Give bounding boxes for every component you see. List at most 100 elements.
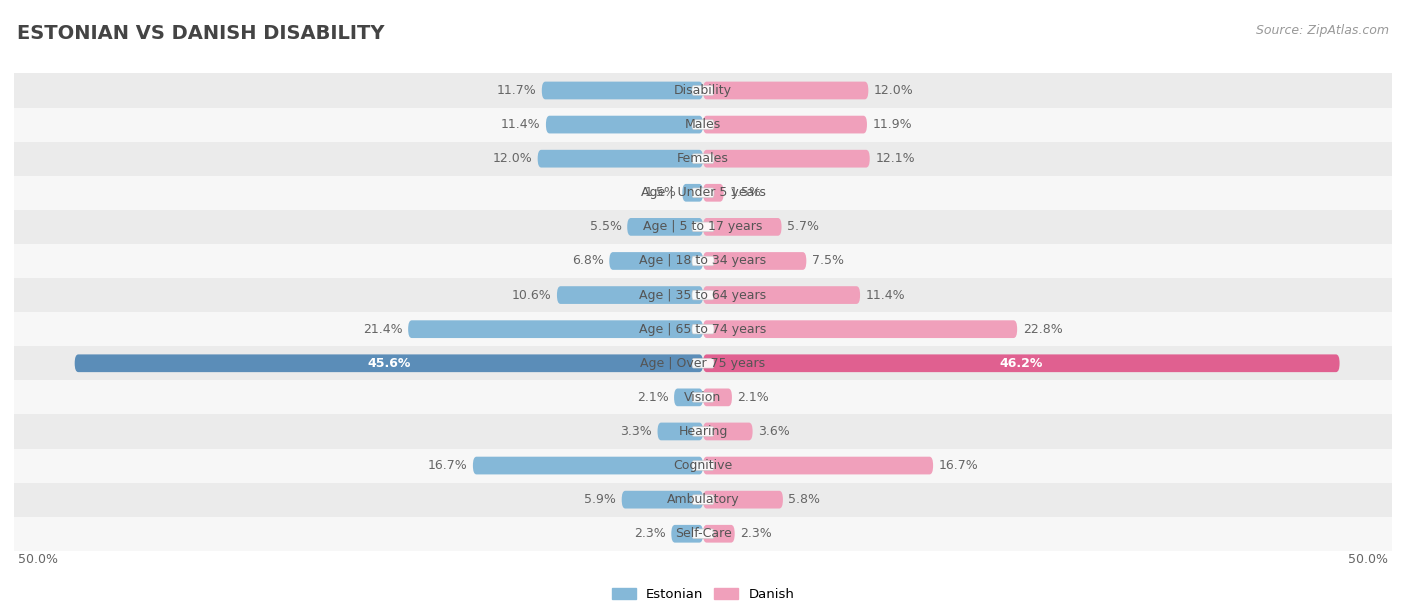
FancyBboxPatch shape [671,525,703,543]
Text: 1.5%: 1.5% [730,186,761,200]
Text: 16.7%: 16.7% [939,459,979,472]
FancyBboxPatch shape [692,392,714,402]
Text: 12.0%: 12.0% [492,152,531,165]
Text: Vision: Vision [685,391,721,404]
Text: Cognitive: Cognitive [673,459,733,472]
Text: Age | 5 to 17 years: Age | 5 to 17 years [644,220,762,233]
Text: 2.3%: 2.3% [634,528,666,540]
Text: 12.0%: 12.0% [875,84,914,97]
Text: 45.6%: 45.6% [367,357,411,370]
FancyBboxPatch shape [673,389,703,406]
FancyBboxPatch shape [621,491,703,509]
Text: 6.8%: 6.8% [572,255,603,267]
FancyBboxPatch shape [703,150,870,168]
Text: 5.5%: 5.5% [589,220,621,233]
Text: Age | 65 to 74 years: Age | 65 to 74 years [640,323,766,335]
Text: 2.3%: 2.3% [740,528,772,540]
Bar [14,380,1392,414]
Text: 7.5%: 7.5% [811,255,844,267]
Text: 11.7%: 11.7% [496,84,536,97]
Text: 2.1%: 2.1% [738,391,769,404]
FancyBboxPatch shape [703,525,735,543]
FancyBboxPatch shape [692,154,714,163]
Bar [14,108,1392,141]
FancyBboxPatch shape [692,495,714,504]
Text: ESTONIAN VS DANISH DISABILITY: ESTONIAN VS DANISH DISABILITY [17,24,384,43]
Text: 5.9%: 5.9% [585,493,616,506]
FancyBboxPatch shape [692,359,714,368]
FancyBboxPatch shape [692,120,714,129]
Text: Ambulatory: Ambulatory [666,493,740,506]
FancyBboxPatch shape [692,188,714,198]
Bar [14,346,1392,380]
FancyBboxPatch shape [627,218,703,236]
FancyBboxPatch shape [537,150,703,168]
Text: Hearing: Hearing [678,425,728,438]
Text: 11.9%: 11.9% [873,118,912,131]
Text: Females: Females [678,152,728,165]
FancyBboxPatch shape [692,529,714,539]
FancyBboxPatch shape [692,461,714,471]
Text: Source: ZipAtlas.com: Source: ZipAtlas.com [1256,24,1389,37]
FancyBboxPatch shape [658,423,703,440]
FancyBboxPatch shape [703,252,807,270]
Bar [14,141,1392,176]
Bar [14,244,1392,278]
Bar [14,312,1392,346]
Text: 22.8%: 22.8% [1022,323,1063,335]
Text: 21.4%: 21.4% [363,323,402,335]
FancyBboxPatch shape [703,457,934,474]
FancyBboxPatch shape [703,491,783,509]
FancyBboxPatch shape [609,252,703,270]
Text: 16.7%: 16.7% [427,459,467,472]
FancyBboxPatch shape [75,354,703,372]
FancyBboxPatch shape [703,389,733,406]
Text: Age | Over 75 years: Age | Over 75 years [641,357,765,370]
Bar [14,449,1392,483]
FancyBboxPatch shape [692,427,714,436]
Text: 10.6%: 10.6% [512,289,551,302]
FancyBboxPatch shape [703,354,1340,372]
Legend: Estonian, Danish: Estonian, Danish [606,582,800,606]
Bar [14,176,1392,210]
FancyBboxPatch shape [541,81,703,99]
Bar [14,278,1392,312]
FancyBboxPatch shape [472,457,703,474]
FancyBboxPatch shape [703,218,782,236]
FancyBboxPatch shape [692,324,714,334]
Text: 5.8%: 5.8% [789,493,821,506]
FancyBboxPatch shape [703,81,869,99]
Text: 3.6%: 3.6% [758,425,790,438]
FancyBboxPatch shape [703,286,860,304]
Text: 2.1%: 2.1% [637,391,669,404]
Text: 50.0%: 50.0% [1348,553,1388,566]
FancyBboxPatch shape [692,256,714,266]
Text: 12.1%: 12.1% [875,152,915,165]
Bar [14,210,1392,244]
Bar [14,517,1392,551]
FancyBboxPatch shape [692,86,714,95]
FancyBboxPatch shape [703,184,724,201]
Text: 11.4%: 11.4% [501,118,540,131]
FancyBboxPatch shape [703,320,1017,338]
Text: Males: Males [685,118,721,131]
Text: 46.2%: 46.2% [1000,357,1043,370]
Text: Age | 35 to 64 years: Age | 35 to 64 years [640,289,766,302]
Text: 3.3%: 3.3% [620,425,652,438]
FancyBboxPatch shape [546,116,703,133]
FancyBboxPatch shape [703,423,752,440]
Text: Disability: Disability [673,84,733,97]
FancyBboxPatch shape [408,320,703,338]
Text: Age | Under 5 years: Age | Under 5 years [641,186,765,200]
FancyBboxPatch shape [692,290,714,300]
Text: Self-Care: Self-Care [675,528,731,540]
FancyBboxPatch shape [703,116,868,133]
Bar [14,73,1392,108]
FancyBboxPatch shape [692,222,714,232]
Text: 1.5%: 1.5% [645,186,676,200]
Text: 50.0%: 50.0% [18,553,58,566]
Text: 5.7%: 5.7% [787,220,820,233]
Bar [14,414,1392,449]
Text: 11.4%: 11.4% [866,289,905,302]
FancyBboxPatch shape [557,286,703,304]
